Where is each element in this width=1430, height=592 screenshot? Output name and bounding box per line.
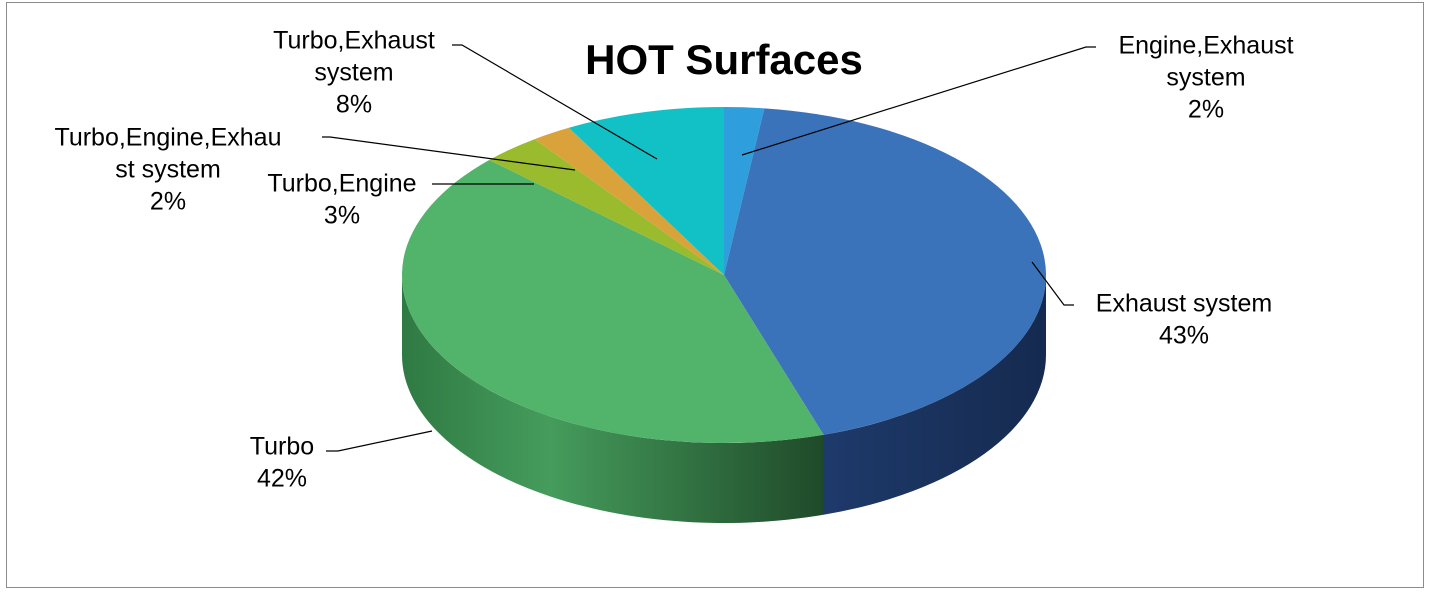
leader-line-2: [326, 430, 433, 452]
data-label-category-5: system: [314, 59, 393, 87]
data-label-category-0: system: [1166, 64, 1245, 92]
data-label-category-4: Turbo,Engine,Exhau: [54, 124, 281, 152]
data-label-category-0: Engine,Exhaust: [1118, 32, 1293, 60]
data-label-category-4: st system: [115, 156, 221, 184]
pie-slice-5: [568, 107, 724, 275]
data-label-percent-0: 2%: [1188, 96, 1224, 124]
leader-line-0: [741, 46, 1096, 156]
data-label-category-5: Turbo,Exhaust: [273, 27, 435, 55]
data-label-category-3: Turbo,Engine: [267, 170, 416, 198]
pie-slice-3: [489, 139, 724, 275]
leader-line-5: [452, 44, 658, 160]
pie-side-1: [823, 275, 1047, 515]
data-label-category-2: Turbo: [250, 433, 314, 461]
data-label-category-1: Exhaust system: [1096, 290, 1272, 318]
pie-side-2: [402, 275, 824, 523]
leader-line-1: [1031, 261, 1074, 306]
pie-slice-0: [724, 107, 765, 275]
data-label-percent-4: 2%: [150, 188, 186, 216]
pie-slice-2: [401, 159, 824, 444]
data-label-percent-5: 8%: [336, 91, 372, 119]
pie-slice-1: [724, 108, 1047, 435]
data-label-percent-2: 42%: [257, 465, 307, 493]
pie-slice-4: [534, 127, 724, 275]
leader-line-4: [322, 136, 576, 171]
chart-title: HOT Surfaces: [585, 36, 863, 83]
data-label-percent-3: 3%: [324, 202, 360, 230]
data-label-percent-1: 43%: [1159, 322, 1209, 350]
